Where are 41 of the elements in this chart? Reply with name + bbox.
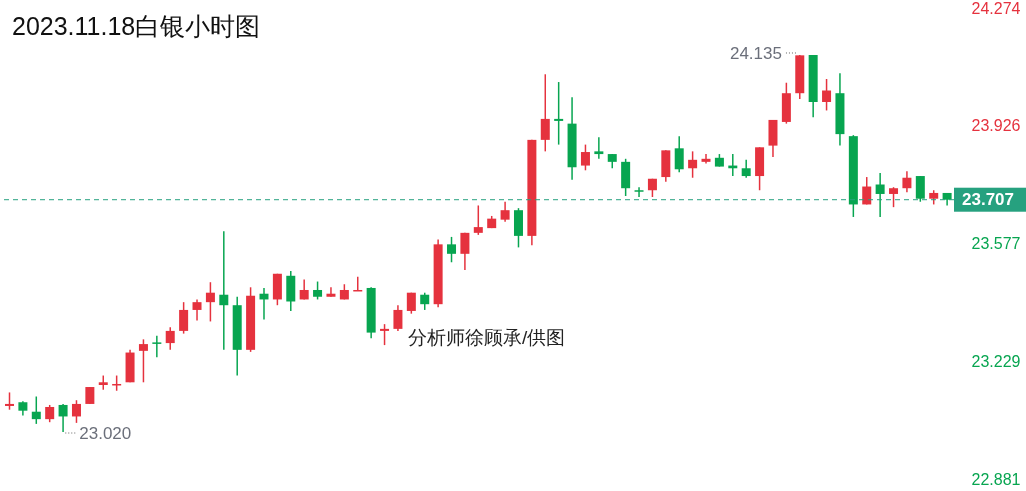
candlestick — [138, 338, 148, 384]
y-tick-label: 23.577 — [971, 235, 1021, 253]
candlestick — [393, 304, 403, 332]
candlestick — [862, 176, 872, 206]
candlestick — [889, 186, 899, 208]
candlestick — [165, 326, 175, 351]
candlestick — [192, 298, 202, 322]
candlestick — [500, 200, 510, 223]
candlestick — [205, 281, 215, 323]
candlestick — [701, 153, 711, 165]
candlestick — [902, 170, 912, 194]
candlestick — [447, 236, 457, 264]
annotation: 分析师徐顾承/供图 — [408, 326, 566, 350]
candlestick — [326, 286, 336, 298]
candlestick — [634, 186, 644, 198]
candlestick — [380, 323, 390, 346]
candlestick — [674, 135, 684, 174]
y-tick-label: 24.274 — [971, 0, 1021, 17]
candlestick — [875, 172, 885, 218]
candlestick — [540, 73, 550, 153]
candlestick — [58, 403, 68, 433]
candlestick — [179, 301, 189, 335]
annotation: 23.020 — [79, 424, 132, 443]
y-tick-label: 22.881 — [971, 470, 1021, 488]
candlestick — [31, 395, 41, 425]
ref-line-label: 23.707 — [962, 190, 1014, 210]
candlestick — [460, 232, 470, 271]
candlestick — [594, 136, 604, 160]
y-tick-label: 23.229 — [971, 352, 1021, 370]
candlestick — [219, 230, 229, 351]
candlestick — [822, 78, 832, 112]
candlestick — [152, 334, 162, 359]
candlestick — [580, 143, 590, 172]
y-tick-label: 23.926 — [971, 117, 1021, 135]
candlestick — [915, 175, 925, 203]
candlestick — [71, 399, 81, 424]
annotation: 24.135 — [729, 44, 782, 63]
chart-title: 2023.11.18白银小时图 — [12, 11, 261, 42]
candlestick — [473, 204, 483, 236]
candlestick — [554, 81, 564, 146]
candlestick — [688, 150, 698, 179]
